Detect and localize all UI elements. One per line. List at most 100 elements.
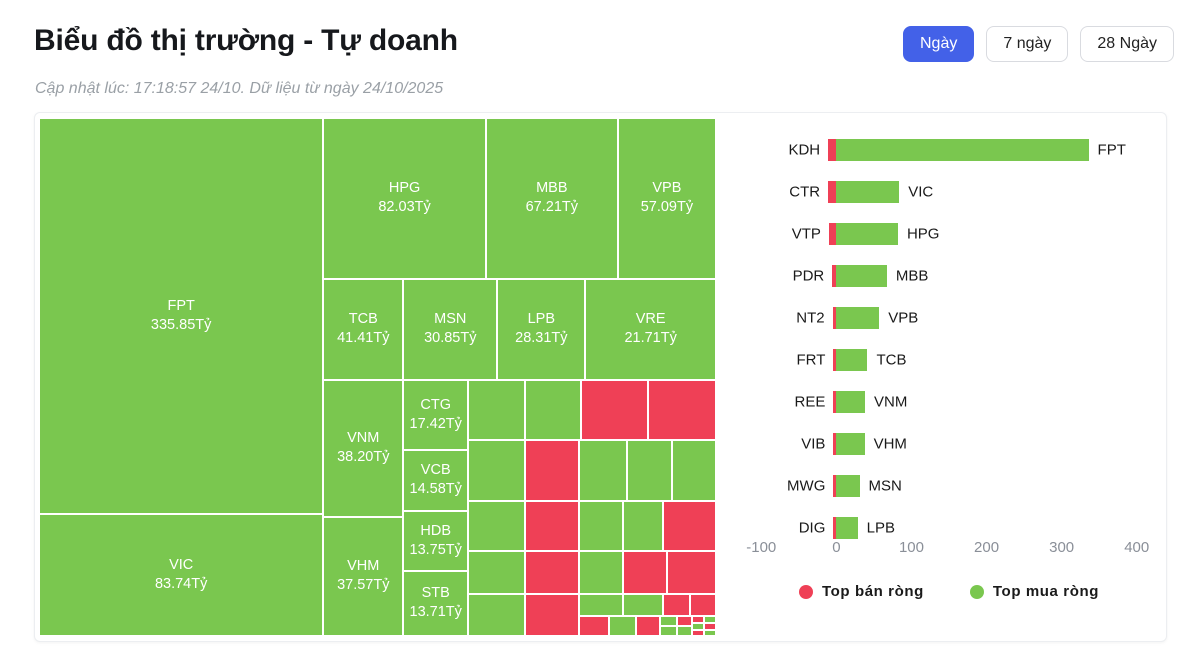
bar-row[interactable]: REE VNM [735, 381, 1163, 423]
range-button-3[interactable]: 28 Ngày [1080, 26, 1174, 62]
treemap-tile-vpb[interactable]: VPB 57.09Tỷ [618, 119, 715, 278]
bar-positive[interactable] [836, 139, 1089, 161]
bar-row[interactable]: VIB VHM [735, 423, 1163, 465]
bar-positive[interactable] [836, 349, 868, 371]
treemap-tile-tcb[interactable]: TCB 41.41Tỷ [324, 279, 403, 379]
treemap-tile-hpg[interactable]: HPG 82.03Tỷ [324, 119, 485, 278]
bar-row[interactable]: CTR VIC [735, 171, 1163, 213]
bar-positive[interactable] [836, 181, 900, 203]
treemap-tile[interactable] [672, 440, 715, 501]
bar-row[interactable]: DIG LPB [735, 507, 1163, 549]
treemap-tile[interactable] [678, 617, 692, 626]
legend-item[interactable]: Top bán ròng [799, 583, 924, 600]
bar-positive[interactable] [836, 307, 880, 329]
treemap-tile[interactable] [678, 627, 692, 635]
treemap-tile[interactable] [705, 617, 715, 623]
bar-negative[interactable] [833, 475, 837, 497]
treemap-tile-vhm[interactable]: VHM 37.57Tỷ [324, 517, 403, 635]
bar-row[interactable]: PDR MBB [735, 255, 1163, 297]
bar-positive[interactable] [836, 265, 887, 287]
treemap-tile[interactable] [627, 440, 671, 501]
treemap-tile[interactable] [623, 595, 663, 616]
bar-row[interactable]: VTP HPG [735, 213, 1163, 255]
range-button-1[interactable]: Ngày [903, 26, 975, 62]
bar-row-label-buy: VIC [908, 183, 934, 201]
treemap-tile-value: 57.09Tỷ [640, 199, 694, 216]
bar-negative[interactable] [828, 181, 837, 203]
treemap-tile-label: LPB [527, 311, 556, 328]
treemap-tile[interactable] [526, 380, 581, 439]
treemap-tile-value: 335.85Tỷ [150, 317, 212, 334]
treemap-tile[interactable] [705, 630, 715, 635]
treemap-tile-label: VIC [169, 557, 194, 574]
bar-row-label-buy: LPB [866, 519, 895, 537]
treemap-tile[interactable] [649, 380, 715, 439]
treemap-tile[interactable] [693, 624, 704, 629]
bar-row[interactable]: FRT TCB [735, 339, 1163, 381]
treemap-tile[interactable] [661, 617, 677, 626]
treemap-tile-fpt[interactable]: FPT 335.85Tỷ [40, 119, 323, 514]
bar-row-label-sell: NT2 [796, 309, 825, 327]
bar-positive[interactable] [836, 391, 866, 413]
treemap-tile-msn[interactable]: MSN 30.85Tỷ [404, 279, 497, 379]
treemap-tile-value: 13.71Tỷ [409, 604, 462, 621]
x-axis-tick: 0 [832, 539, 841, 556]
treemap-tile[interactable] [690, 595, 715, 616]
range-button-2[interactable]: 7 ngày [986, 26, 1069, 62]
bar-negative[interactable] [833, 433, 837, 455]
legend-item[interactable]: Top mua ròng [969, 583, 1099, 600]
treemap-tile-hdb[interactable]: HDB 13.75Tỷ [404, 511, 468, 570]
bar-row[interactable]: NT2 VPB [735, 297, 1163, 339]
treemap-tile[interactable] [469, 380, 525, 439]
treemap-tile[interactable] [667, 551, 715, 594]
treemap-tile-mbb[interactable]: MBB 67.21Tỷ [486, 119, 617, 278]
treemap-tile[interactable] [705, 624, 715, 629]
bar-positive[interactable] [836, 433, 865, 455]
treemap-tile[interactable] [469, 551, 525, 594]
treemap-tile[interactable] [661, 627, 677, 635]
treemap-tile[interactable] [580, 502, 622, 550]
treemap-tile[interactable] [637, 617, 660, 635]
treemap-tile-vre[interactable]: VRE 21.71Tỷ [586, 279, 715, 379]
bar-row-label-buy: HPG [906, 225, 940, 243]
bar-negative[interactable] [833, 391, 837, 413]
treemap-tile[interactable] [664, 502, 715, 550]
bar-row[interactable]: KDH FPT [735, 129, 1163, 171]
bar-negative[interactable] [828, 139, 837, 161]
treemap-tile[interactable] [610, 617, 636, 635]
treemap-tile-label: TCB [348, 311, 378, 328]
treemap-tile[interactable] [582, 380, 648, 439]
treemap-tile[interactable] [580, 440, 626, 501]
treemap-tile[interactable] [469, 440, 525, 501]
bar-negative[interactable] [833, 349, 837, 371]
treemap-tile-vic[interactable]: VIC 83.74Tỷ [40, 515, 323, 635]
bar-row[interactable]: MWG MSN [735, 465, 1163, 507]
treemap-tile-ctg[interactable]: CTG 17.42Tỷ [404, 380, 468, 449]
treemap-tile[interactable] [693, 617, 704, 623]
treemap-tile[interactable] [526, 595, 579, 635]
treemap-tile[interactable] [580, 551, 622, 594]
treemap-tile[interactable] [693, 630, 704, 635]
treemap-tile[interactable] [526, 551, 579, 594]
bar-positive[interactable] [836, 475, 860, 497]
treemap-tile[interactable] [664, 595, 689, 616]
treemap-tile[interactable] [580, 595, 622, 616]
treemap-tile[interactable] [623, 502, 663, 550]
bar-negative[interactable] [832, 265, 837, 287]
bar-negative[interactable] [833, 517, 837, 539]
treemap-tile[interactable] [526, 440, 579, 501]
bar-positive[interactable] [836, 517, 858, 539]
treemap-tile[interactable] [623, 551, 666, 594]
treemap-tile[interactable] [526, 502, 579, 550]
treemap-tile-stb[interactable]: STB 13.71Tỷ [404, 571, 468, 635]
bar-negative[interactable] [832, 307, 837, 329]
treemap-tile-lpb[interactable]: LPB 28.31Tỷ [498, 279, 585, 379]
treemap-tile-value: 67.21Tỷ [525, 199, 579, 216]
treemap-tile-vcb[interactable]: VCB 14.58Tỷ [404, 450, 468, 510]
treemap-tile[interactable] [580, 617, 609, 635]
bar-negative[interactable] [828, 223, 837, 245]
treemap-tile[interactable] [469, 595, 525, 635]
bar-positive[interactable] [836, 223, 898, 245]
treemap-tile[interactable] [469, 502, 525, 550]
treemap-tile-vnm[interactable]: VNM 38.20Tỷ [324, 380, 403, 516]
